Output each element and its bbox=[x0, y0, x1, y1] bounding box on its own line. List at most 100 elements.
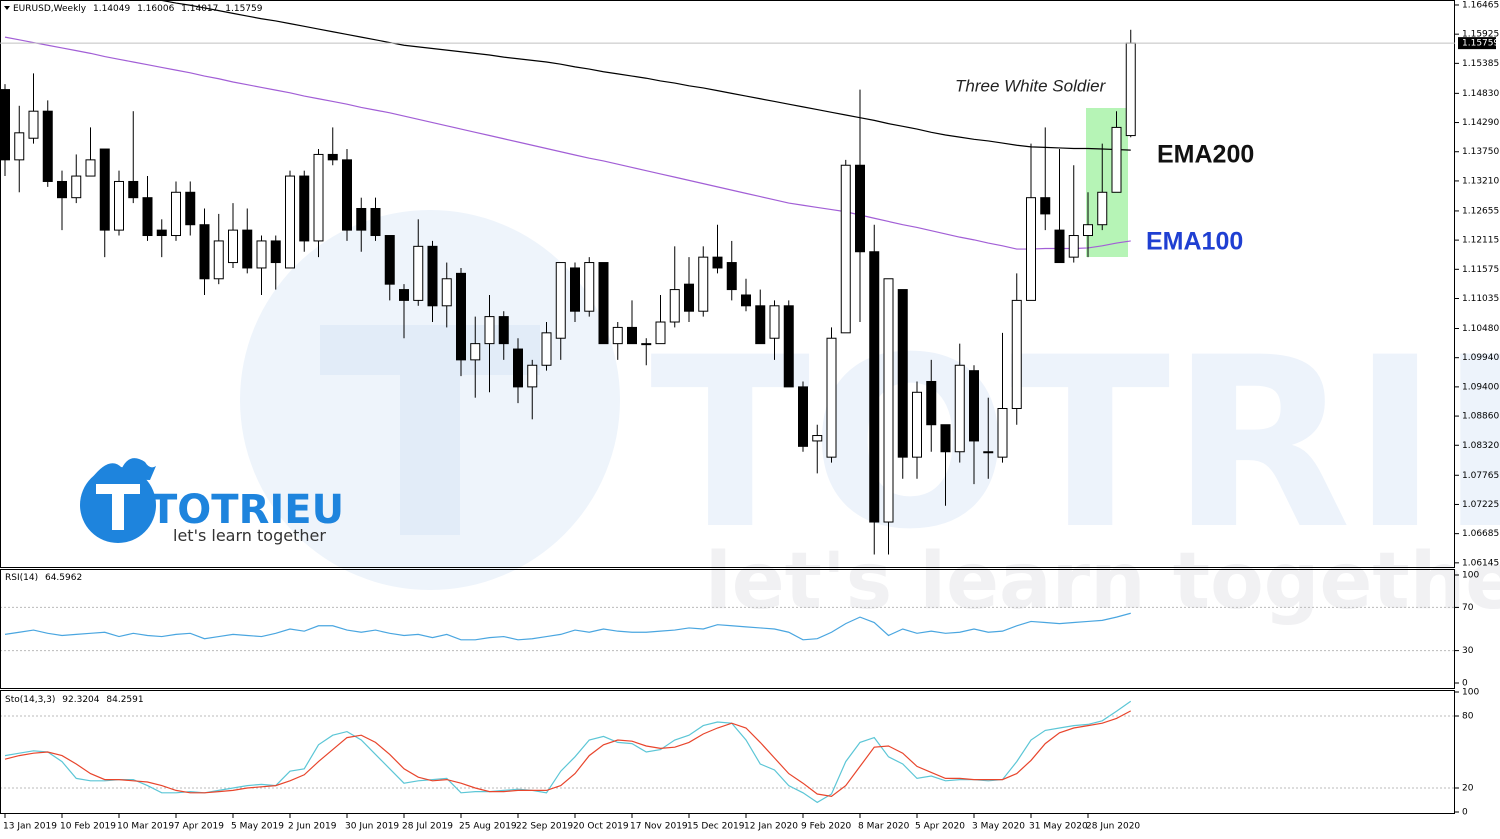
y-tick-label: 30 bbox=[1462, 646, 1474, 656]
watermark: TOTRIEU let's learn together bbox=[240, 210, 1500, 627]
candle-body bbox=[142, 197, 153, 237]
y-tick-label: 1.11035 bbox=[1462, 294, 1499, 304]
x-tick-label: 12 Jan 2020 bbox=[744, 822, 798, 832]
candle-body bbox=[285, 175, 295, 269]
indicator-line bbox=[4, 612, 1131, 641]
x-tick-label: 20 Oct 2019 bbox=[573, 822, 629, 832]
y-tick-label: 1.13750 bbox=[1462, 147, 1499, 157]
candle-body bbox=[954, 364, 965, 453]
candle-body bbox=[256, 240, 267, 269]
y-tick-label: 70 bbox=[1462, 603, 1474, 613]
logo-t-bar bbox=[96, 484, 140, 494]
candle-body bbox=[99, 148, 110, 231]
indicator-line bbox=[156, 0, 1131, 151]
candle-body bbox=[1083, 224, 1093, 237]
candle-body bbox=[726, 262, 737, 291]
candle-body bbox=[342, 159, 352, 231]
candle-body bbox=[840, 164, 851, 334]
candle-body bbox=[128, 180, 139, 199]
ema200-label: EMA200 bbox=[1157, 141, 1254, 169]
candle-body bbox=[641, 343, 652, 346]
y-tick-label: 1.12115 bbox=[1462, 236, 1499, 246]
price-pane-border bbox=[0, 0, 1455, 568]
logo-brand: TOTRIEU bbox=[150, 487, 344, 533]
rsi-pane-border bbox=[0, 569, 1455, 689]
candle-body bbox=[1125, 42, 1136, 137]
y-tick-label: 1.06145 bbox=[1462, 558, 1499, 568]
watermark-tagline: let's learn together bbox=[705, 537, 1500, 627]
candle-body bbox=[541, 332, 552, 366]
y-tick-label: 1.10480 bbox=[1462, 324, 1499, 334]
candle-body bbox=[0, 89, 10, 161]
y-tick-label: 1.09400 bbox=[1462, 382, 1499, 392]
candle-body bbox=[684, 283, 694, 312]
candle-body bbox=[513, 348, 523, 388]
candle-body bbox=[983, 451, 994, 454]
candle-body bbox=[498, 316, 509, 345]
candle-body bbox=[712, 256, 723, 269]
x-tick-label: 28 Jul 2019 bbox=[402, 822, 453, 832]
y-tick-label: 0 bbox=[1462, 808, 1468, 818]
y-tick-label: 1.14830 bbox=[1462, 89, 1499, 99]
candle-body bbox=[185, 191, 196, 226]
candle-body bbox=[156, 229, 167, 237]
logo-tagline: let's learn together bbox=[173, 526, 326, 545]
candle-body bbox=[484, 316, 495, 345]
y-tick-label: 1.15385 bbox=[1462, 59, 1499, 69]
candle-body bbox=[769, 305, 780, 339]
candle-body bbox=[969, 370, 979, 442]
indicator-panes bbox=[0, 606, 1455, 804]
indicator-line bbox=[4, 36, 1131, 250]
candle-body bbox=[384, 235, 395, 285]
logo-t-stem bbox=[112, 494, 124, 530]
candle-body bbox=[313, 153, 324, 242]
y-tick-label: 100 bbox=[1462, 688, 1479, 698]
candle-body bbox=[598, 262, 609, 345]
candle-body bbox=[413, 245, 424, 301]
y-tick-label: 1.07765 bbox=[1462, 471, 1499, 481]
x-tick-label: 17 Nov 2019 bbox=[630, 822, 688, 832]
x-tick-label: 5 Apr 2020 bbox=[915, 822, 965, 832]
candle-body bbox=[85, 159, 96, 177]
candle-body bbox=[242, 229, 253, 269]
y-tick-label: 1.09940 bbox=[1462, 353, 1499, 363]
candle-body bbox=[826, 337, 837, 458]
candle-body bbox=[940, 424, 951, 453]
candle-body bbox=[897, 289, 908, 458]
x-tick-label: 22 Sep 2019 bbox=[516, 822, 573, 832]
candle-body bbox=[655, 321, 666, 345]
x-tick-label: 3 May 2020 bbox=[972, 822, 1025, 832]
y-tick-label: 20 bbox=[1462, 784, 1474, 794]
candle-body bbox=[1097, 191, 1108, 226]
candle-body bbox=[555, 262, 566, 339]
sto-pane-border bbox=[0, 690, 1455, 814]
y-tick-label: 1.15925 bbox=[1462, 30, 1499, 40]
price-pane bbox=[0, 0, 1136, 555]
candle-body bbox=[755, 305, 766, 345]
candle-body bbox=[997, 408, 1008, 458]
x-tick-label: 31 May 2020 bbox=[1029, 822, 1088, 832]
candle-body bbox=[1040, 197, 1051, 215]
y-tick-label: 0 bbox=[1462, 679, 1468, 689]
candle-body bbox=[741, 294, 751, 307]
candle-body bbox=[1011, 299, 1022, 410]
menu-arrow bbox=[4, 6, 10, 10]
candle-body bbox=[1068, 235, 1079, 258]
last-high: 1.16006 bbox=[137, 4, 174, 14]
candle-body bbox=[883, 278, 894, 523]
x-tick-label: 30 Jun 2019 bbox=[345, 822, 399, 832]
last-price-label: 1.15759 bbox=[1462, 39, 1499, 49]
candle-body bbox=[14, 132, 25, 161]
candle-body bbox=[698, 256, 709, 312]
candle-body bbox=[270, 240, 281, 264]
candle-body bbox=[114, 180, 124, 231]
y-tick-label: 1.06685 bbox=[1462, 529, 1499, 539]
last-open: 1.14049 bbox=[93, 4, 130, 14]
candle-body bbox=[570, 267, 580, 312]
candle-body bbox=[299, 175, 310, 242]
y-tick-label: 1.16465 bbox=[1462, 0, 1499, 10]
candle-body bbox=[1111, 126, 1122, 193]
candle-body bbox=[356, 207, 367, 231]
indicator-line bbox=[4, 710, 1132, 798]
